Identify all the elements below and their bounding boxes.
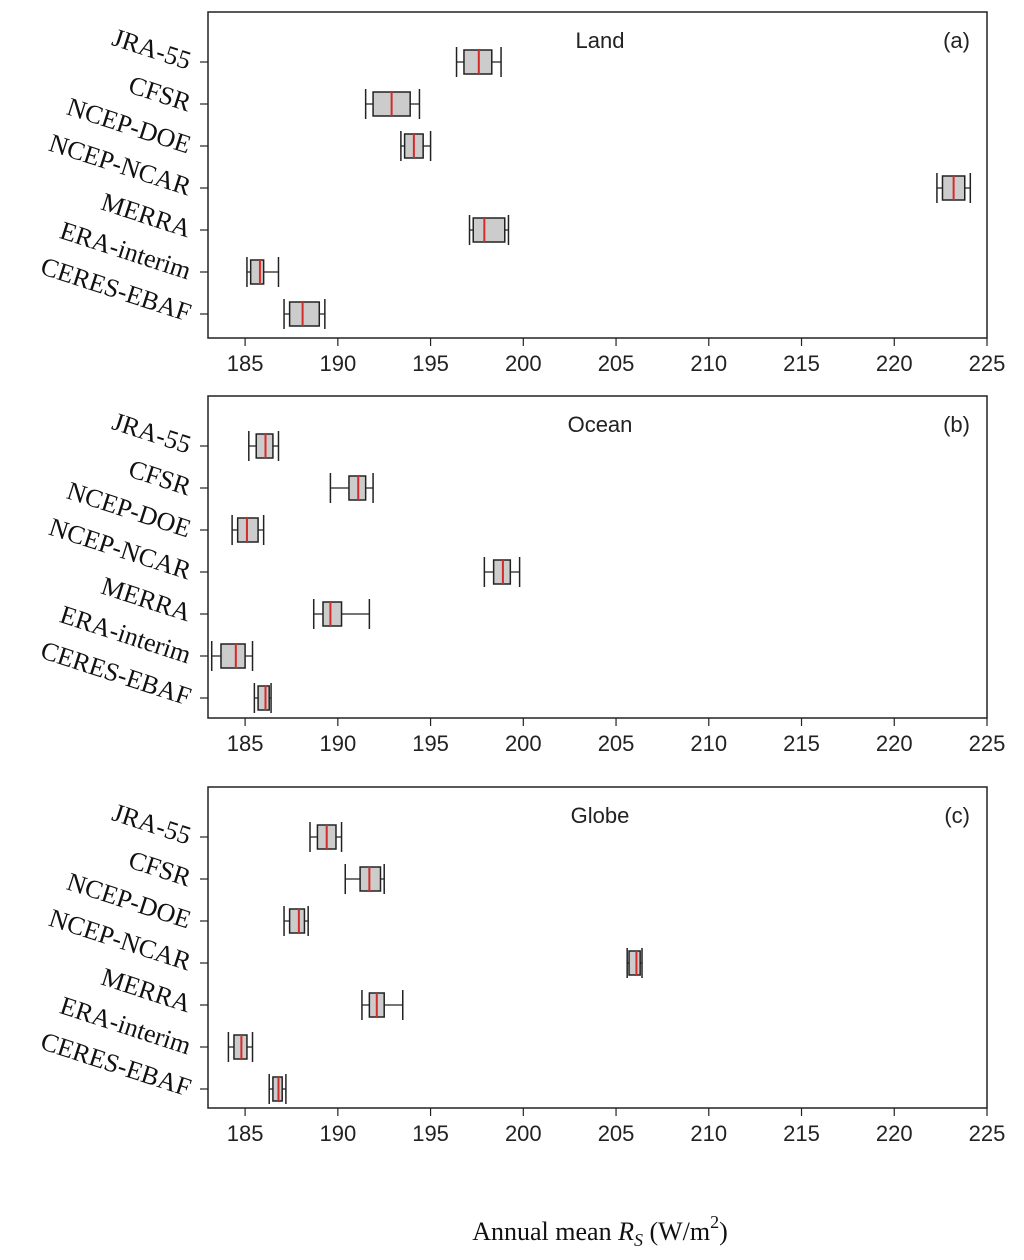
- x-axis-label: Annual mean RS (W/m2): [472, 1212, 728, 1250]
- x-tick-label: 215: [783, 1121, 820, 1146]
- x-tick-label: 200: [505, 731, 542, 756]
- x-tick-label: 190: [319, 1121, 356, 1146]
- box-merra: MERRA: [98, 571, 371, 629]
- x-tick-label: 190: [319, 731, 356, 756]
- panel-title: Land: [576, 28, 625, 53]
- iqr-box: [628, 950, 641, 976]
- x-axis-label-unit-close: ): [719, 1217, 728, 1246]
- x-tick-label: 225: [969, 1121, 1006, 1146]
- x-tick-label: 190: [319, 351, 356, 376]
- x-tick-label: 185: [227, 351, 264, 376]
- category-label: JRA-55: [109, 23, 195, 76]
- plot-frame: [207, 11, 988, 339]
- box-jra-55: JRA-55: [109, 23, 502, 77]
- category-label: JRA-55: [109, 798, 195, 851]
- panel-title: Ocean: [568, 412, 633, 437]
- panels: 185 190 195 200 205 210 215 220 225 Land (a) JRA-55…: [37, 11, 1006, 1146]
- iqr-box: [288, 301, 321, 327]
- x-axis-label-subscript: S: [634, 1230, 643, 1250]
- x-tick-label: 185: [227, 731, 264, 756]
- plot-frame: [207, 395, 988, 719]
- panel-tag: (c): [944, 803, 970, 828]
- x-tick-label: 205: [598, 731, 635, 756]
- category-label: CFSR: [125, 845, 195, 892]
- panel-title: Globe: [571, 803, 630, 828]
- x-tick-label: 200: [505, 1121, 542, 1146]
- x-tick-label: 220: [876, 1121, 913, 1146]
- x-tick-label: 210: [690, 1121, 727, 1146]
- x-axis-label-prefix: Annual mean: [472, 1217, 618, 1246]
- category-label: CFSR: [125, 70, 195, 117]
- x-tick-label: 185: [227, 1121, 264, 1146]
- box-jra-55: JRA-55: [109, 407, 280, 461]
- x-tick-label: 200: [505, 351, 542, 376]
- iqr-box: [220, 643, 246, 669]
- iqr-box: [322, 601, 343, 627]
- panel-globe: 185 190 195 200 205 210 215 220 225 Globe (c) JRA-5…: [37, 786, 1006, 1146]
- plot-frame: [207, 786, 988, 1109]
- x-axis-label-symbol: R: [617, 1217, 634, 1246]
- x-tick-label: 225: [969, 351, 1006, 376]
- panel-land: 185 190 195 200 205 210 215 220 225 Land (a) JRA-55…: [37, 11, 1006, 376]
- panel-tag: (b): [943, 412, 970, 437]
- panel-tag: (a): [943, 28, 970, 53]
- box-merra: MERRA: [98, 962, 404, 1020]
- x-tick-label: 205: [598, 351, 635, 376]
- x-tick-label: 210: [690, 731, 727, 756]
- box-cfsr: CFSR: [125, 845, 385, 894]
- panel-ocean: 185 190 195 200 205 210 215 220 225 Ocean (b) JRA-5…: [37, 395, 1006, 756]
- x-tick-label: 205: [598, 1121, 635, 1146]
- x-tick-label: 210: [690, 351, 727, 376]
- x-tick-label: 195: [412, 731, 449, 756]
- box-cfsr: CFSR: [125, 70, 421, 119]
- x-tick-label: 195: [412, 1121, 449, 1146]
- x-tick-label: 220: [876, 731, 913, 756]
- box-cfsr: CFSR: [125, 454, 374, 503]
- category-label: CFSR: [125, 454, 195, 501]
- x-axis-label-unit-sup: 2: [710, 1212, 719, 1232]
- x-tick-label: 195: [412, 351, 449, 376]
- iqr-box: [288, 908, 306, 934]
- x-tick-label: 225: [969, 731, 1006, 756]
- x-tick-label: 215: [783, 731, 820, 756]
- iqr-box: [472, 217, 506, 243]
- category-label: JRA-55: [109, 407, 195, 460]
- x-axis-label-unit-open: (W/m: [643, 1217, 710, 1246]
- x-tick-label: 220: [876, 351, 913, 376]
- box-merra: MERRA: [98, 187, 510, 245]
- x-tick-label: 215: [783, 351, 820, 376]
- box-jra-55: JRA-55: [109, 798, 343, 852]
- iqr-box: [249, 259, 265, 285]
- iqr-box: [257, 685, 270, 711]
